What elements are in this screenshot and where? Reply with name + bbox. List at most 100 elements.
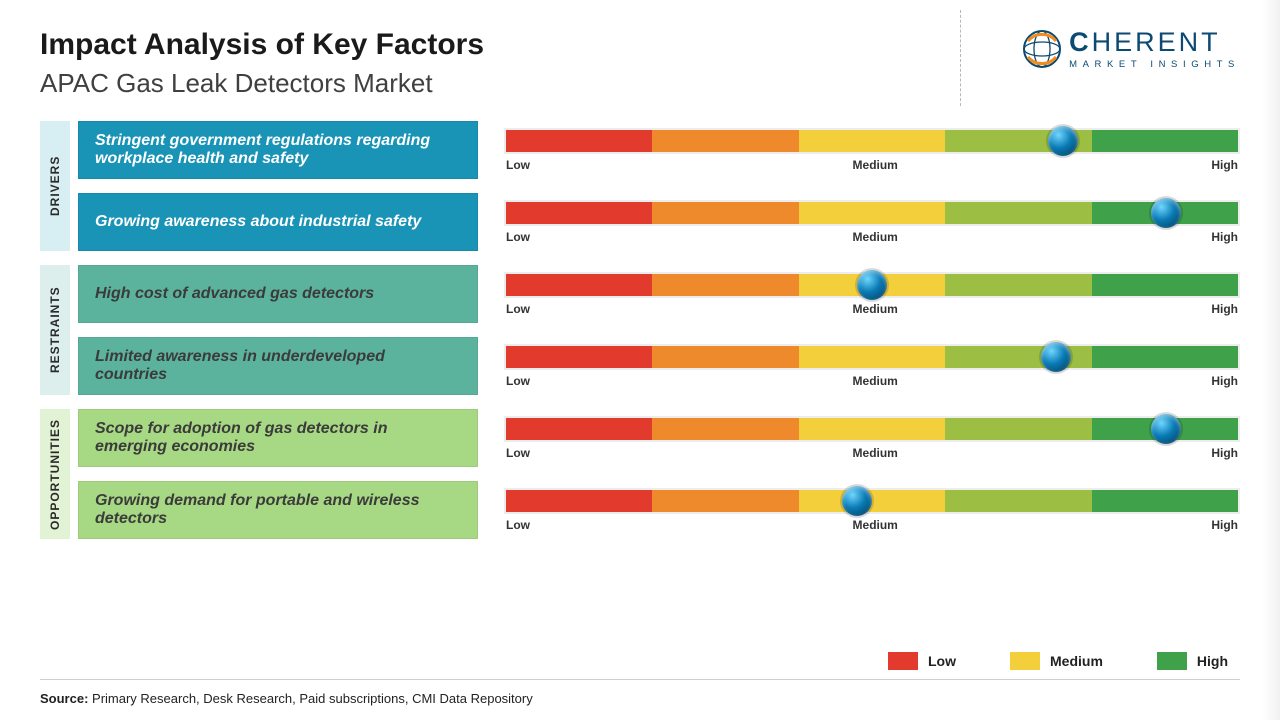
- gauge-labels: Low Medium High: [504, 374, 1240, 388]
- gauge-segment: [1092, 490, 1238, 512]
- source-line: Source: Primary Research, Desk Research,…: [40, 691, 533, 706]
- page-subtitle: APAC Gas Leak Detectors Market: [40, 68, 484, 99]
- factor-label: Scope for adoption of gas detectors in e…: [78, 409, 478, 467]
- gauge-segment: [945, 202, 1091, 224]
- gauge-track: [504, 272, 1240, 298]
- scale-label-low: Low: [506, 302, 530, 316]
- gauge-track: [504, 200, 1240, 226]
- gauge-segment: [799, 130, 945, 152]
- gauge-segment: [945, 274, 1091, 296]
- factor-row: Growing awareness about industrial safet…: [78, 193, 1240, 251]
- gauge-knob[interactable]: [1151, 414, 1181, 444]
- gauge-track: [504, 344, 1240, 370]
- scale-label-medium: Medium: [853, 374, 898, 388]
- factor-label: High cost of advanced gas detectors: [78, 265, 478, 323]
- gauge-labels: LowMediumHigh: [504, 518, 1240, 532]
- legend-swatch-high: [1157, 652, 1187, 670]
- factor-row: Stringent government regulations regardi…: [78, 121, 1240, 179]
- logo-tagline: MARKET INSIGHTS: [1069, 60, 1240, 70]
- scale-label-medium: Medium: [853, 230, 898, 244]
- legend-high: High: [1157, 652, 1228, 670]
- group-items: High cost of advanced gas detectors Low Me…: [78, 265, 1240, 395]
- gauge-track: [504, 416, 1240, 442]
- gauge-segment: [506, 490, 652, 512]
- factor-text: Stringent government regulations regardi…: [95, 132, 461, 168]
- gauge-knob[interactable]: [842, 486, 872, 516]
- gauge-segment: [799, 202, 945, 224]
- legend-swatch-low: [888, 652, 918, 670]
- header-divider: [960, 10, 961, 106]
- factor-text: Growing demand for portable and wireless…: [95, 492, 461, 528]
- gauge-knob[interactable]: [1048, 126, 1078, 156]
- scale-label-medium: Medium: [853, 518, 898, 532]
- factor-text: Growing awareness about industrial safet…: [95, 213, 421, 231]
- gauge-labels: Low Medium High: [504, 230, 1240, 244]
- legend: Low Medium High: [888, 652, 1228, 670]
- gauge-segment: [652, 130, 798, 152]
- page-title: Impact Analysis of Key Factors: [40, 28, 484, 62]
- group-items: Stringent government regulations regardi…: [78, 121, 1240, 251]
- scale-label-high: High: [1211, 302, 1238, 316]
- gauge-segment: [506, 202, 652, 224]
- factor-text: Limited awareness in underdeveloped coun…: [95, 348, 461, 384]
- gauge-segment: [506, 346, 652, 368]
- impact-gauge: LowMediumHigh: [504, 488, 1240, 532]
- brand-logo: CHERENT MARKET INSIGHTS: [1021, 28, 1240, 70]
- logo-brand: CHERENT: [1069, 29, 1240, 56]
- scale-label-low: Low: [506, 158, 530, 172]
- impact-gauge: Low Medium High: [504, 344, 1240, 388]
- gauge-segment: [799, 418, 945, 440]
- scale-label-high: High: [1211, 374, 1238, 388]
- gauge-knob[interactable]: [1151, 198, 1181, 228]
- group-items: Scope for adoption of gas detectors in e…: [78, 409, 1240, 539]
- factor-row: Growing demand for portable and wireless…: [78, 481, 1240, 539]
- gauge-knob[interactable]: [857, 270, 887, 300]
- gauge-segment: [652, 202, 798, 224]
- group-tab-opportunities: OPPORTUNITIES: [40, 409, 70, 539]
- gauge-segment: [506, 418, 652, 440]
- right-edge-shadow: [1262, 0, 1280, 720]
- impact-gauge: Low Medium High: [504, 416, 1240, 460]
- gauge-segment: [945, 418, 1091, 440]
- impact-gauge: Low Medium High: [504, 200, 1240, 244]
- gauge-segment: [945, 490, 1091, 512]
- gauge-segment: [652, 274, 798, 296]
- scale-label-medium: Medium: [853, 446, 898, 460]
- scale-label-high: High: [1211, 446, 1238, 460]
- factor-label: Growing awareness about industrial safet…: [78, 193, 478, 251]
- group-tab-restraints: RESTRAINTS: [40, 265, 70, 395]
- gauge-knob[interactable]: [1041, 342, 1071, 372]
- factor-row: Scope for adoption of gas detectors in e…: [78, 409, 1240, 467]
- gauge-segment: [652, 346, 798, 368]
- gauge-segment: [506, 274, 652, 296]
- legend-low: Low: [888, 652, 956, 670]
- gauge-segment: [1092, 274, 1238, 296]
- group-restraints: RESTRAINTS High cost of advanced gas dete…: [40, 265, 1240, 395]
- group-tab-drivers: DRIVERS: [40, 121, 70, 251]
- scale-label-low: Low: [506, 374, 530, 388]
- scale-label-high: High: [1211, 158, 1238, 172]
- scale-label-low: Low: [506, 518, 530, 532]
- factor-label: Growing demand for portable and wireless…: [78, 481, 478, 539]
- gauge-labels: Low Medium High: [504, 158, 1240, 172]
- factor-text: Scope for adoption of gas detectors in e…: [95, 420, 461, 456]
- factor-text: High cost of advanced gas detectors: [95, 285, 374, 303]
- scale-label-low: Low: [506, 446, 530, 460]
- gauge-segment: [652, 490, 798, 512]
- group-drivers: DRIVERS Stringent government regulations …: [40, 121, 1240, 251]
- gauge-labels: Low Medium High: [504, 446, 1240, 460]
- scale-label-medium: Medium: [853, 158, 898, 172]
- gauge-segment: [652, 418, 798, 440]
- scale-label-low: Low: [506, 230, 530, 244]
- factor-label: Limited awareness in underdeveloped coun…: [78, 337, 478, 395]
- globe-icon: [1021, 28, 1063, 70]
- scale-label-high: High: [1211, 230, 1238, 244]
- gauge-segment: [1092, 130, 1238, 152]
- legend-swatch-medium: [1010, 652, 1040, 670]
- footer-rule: [40, 679, 1240, 680]
- scale-label-medium: Medium: [853, 302, 898, 316]
- gauge-segment: [1092, 346, 1238, 368]
- group-opportunities: OPPORTUNITIES Scope for adoption of gas d…: [40, 409, 1240, 539]
- legend-medium: Medium: [1010, 652, 1103, 670]
- gauge-labels: Low Medium High: [504, 302, 1240, 316]
